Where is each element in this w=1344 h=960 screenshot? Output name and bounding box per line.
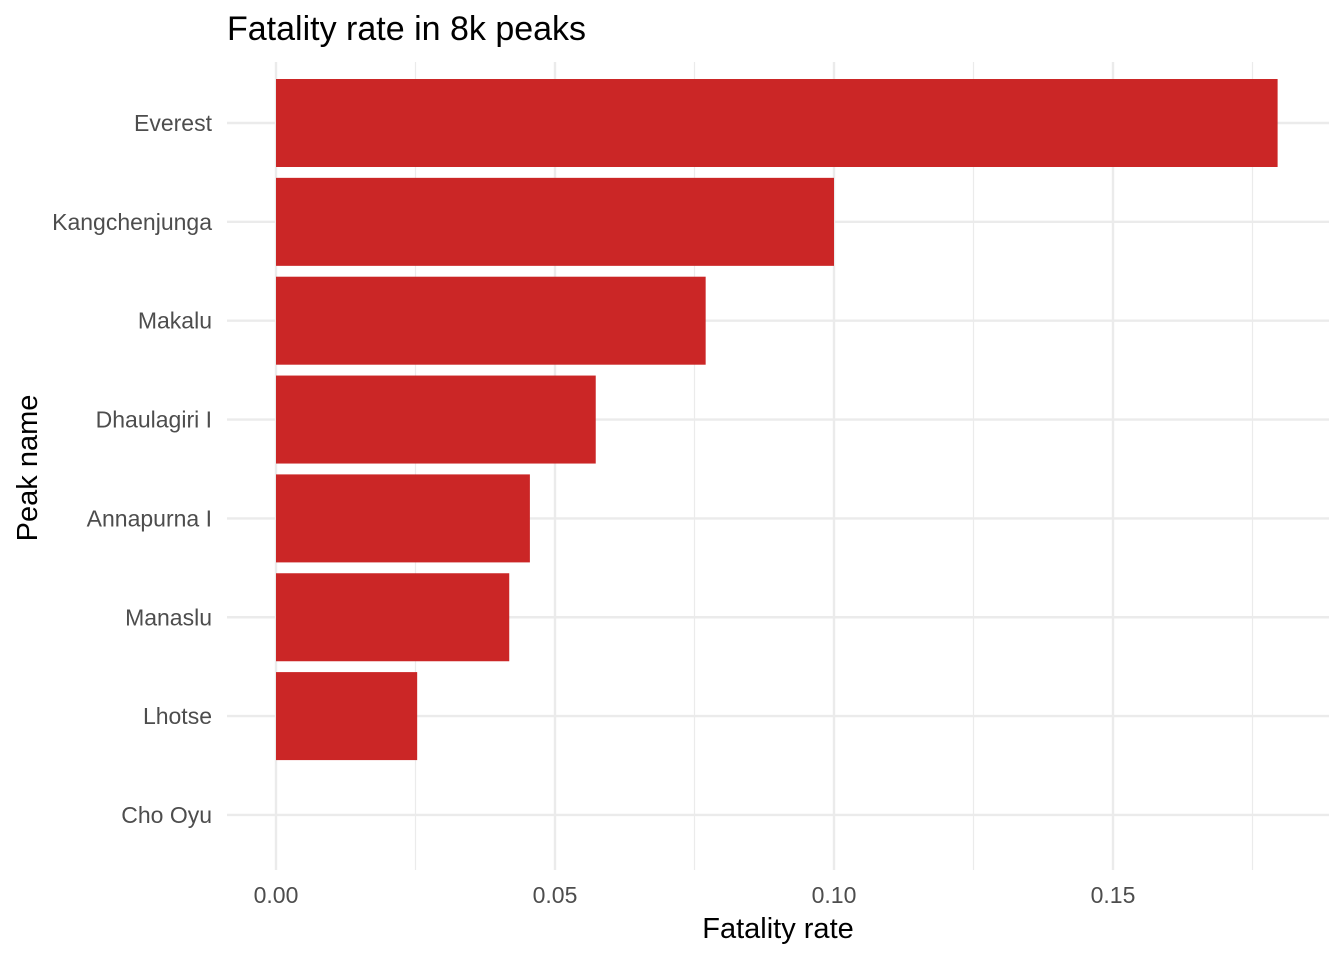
y-tick-label: Makalu xyxy=(138,308,212,334)
y-tick-label: Everest xyxy=(134,110,213,136)
x-tick-label: 0.10 xyxy=(812,882,857,908)
bar-manaslu xyxy=(276,573,510,662)
y-axis-tick-labels: Everest Kangchenjunga Makalu Dhaulagiri I An… xyxy=(52,110,212,828)
bar-dhaulagiri-i xyxy=(276,375,596,464)
y-axis-title: Peak name xyxy=(12,395,44,542)
bar-kangchenjunga xyxy=(276,177,834,266)
x-tick-label: 0.00 xyxy=(254,882,299,908)
y-tick-label: Cho Oyu xyxy=(121,802,212,828)
y-tick-label: Dhaulagiri I xyxy=(96,407,212,433)
bar-lhotse xyxy=(276,672,418,761)
x-tick-label: 0.15 xyxy=(1091,882,1136,908)
y-tick-label: Kangchenjunga xyxy=(52,209,212,235)
x-axis-tick-labels: 0.00 0.05 0.10 0.15 xyxy=(254,882,1136,908)
bar-everest xyxy=(276,79,1278,167)
y-tick-label: Lhotse xyxy=(143,703,212,729)
chart-title: Fatality rate in 8k peaks xyxy=(227,10,586,48)
bar-makalu xyxy=(276,276,706,365)
bars xyxy=(276,79,1278,761)
y-tick-label: Annapurna I xyxy=(87,505,212,531)
bar-annapurna-i xyxy=(276,474,530,563)
x-tick-label: 0.05 xyxy=(533,882,578,908)
x-axis-title: Fatality rate xyxy=(702,913,854,945)
y-tick-label: Manaslu xyxy=(125,604,212,630)
